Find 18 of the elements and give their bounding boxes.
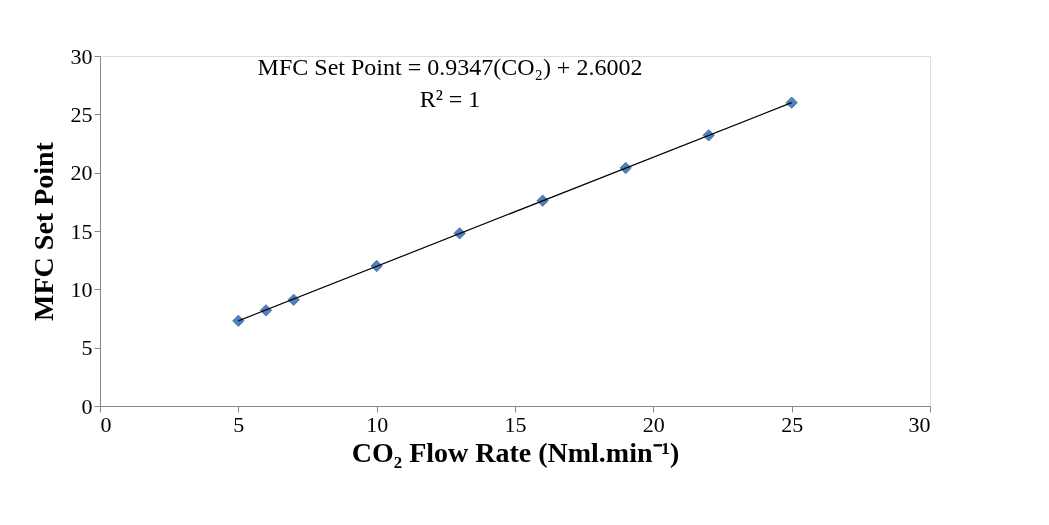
y-tick-label: 20 (70, 160, 93, 186)
y-tick-label: 30 (70, 43, 93, 69)
x-tick-label: 15 (504, 411, 527, 437)
x-axis-title: CO₂ Flow Rate (Nml.min⁻¹) (351, 436, 680, 468)
annotation: MFC Set Point = 0.9347(CO₂) + 2.6002 (257, 54, 643, 80)
x-tick-label: 10 (366, 411, 389, 437)
y-tick-label: 15 (70, 218, 93, 244)
y-tick-label: 5 (81, 335, 93, 361)
x-tick-label: 30 (908, 411, 931, 437)
x-tick-label: 0 (100, 411, 112, 437)
x-tick-label: 5 (233, 411, 245, 437)
y-tick-label: 10 (70, 276, 93, 302)
annotation: R² = 1 (419, 86, 481, 112)
y-axis-title: MFC Set Point (27, 141, 59, 321)
x-tick-label: 20 (642, 411, 665, 437)
y-tick-label: 0 (81, 393, 93, 419)
x-tick-label: 25 (781, 411, 804, 437)
y-tick-label: 25 (70, 101, 93, 127)
